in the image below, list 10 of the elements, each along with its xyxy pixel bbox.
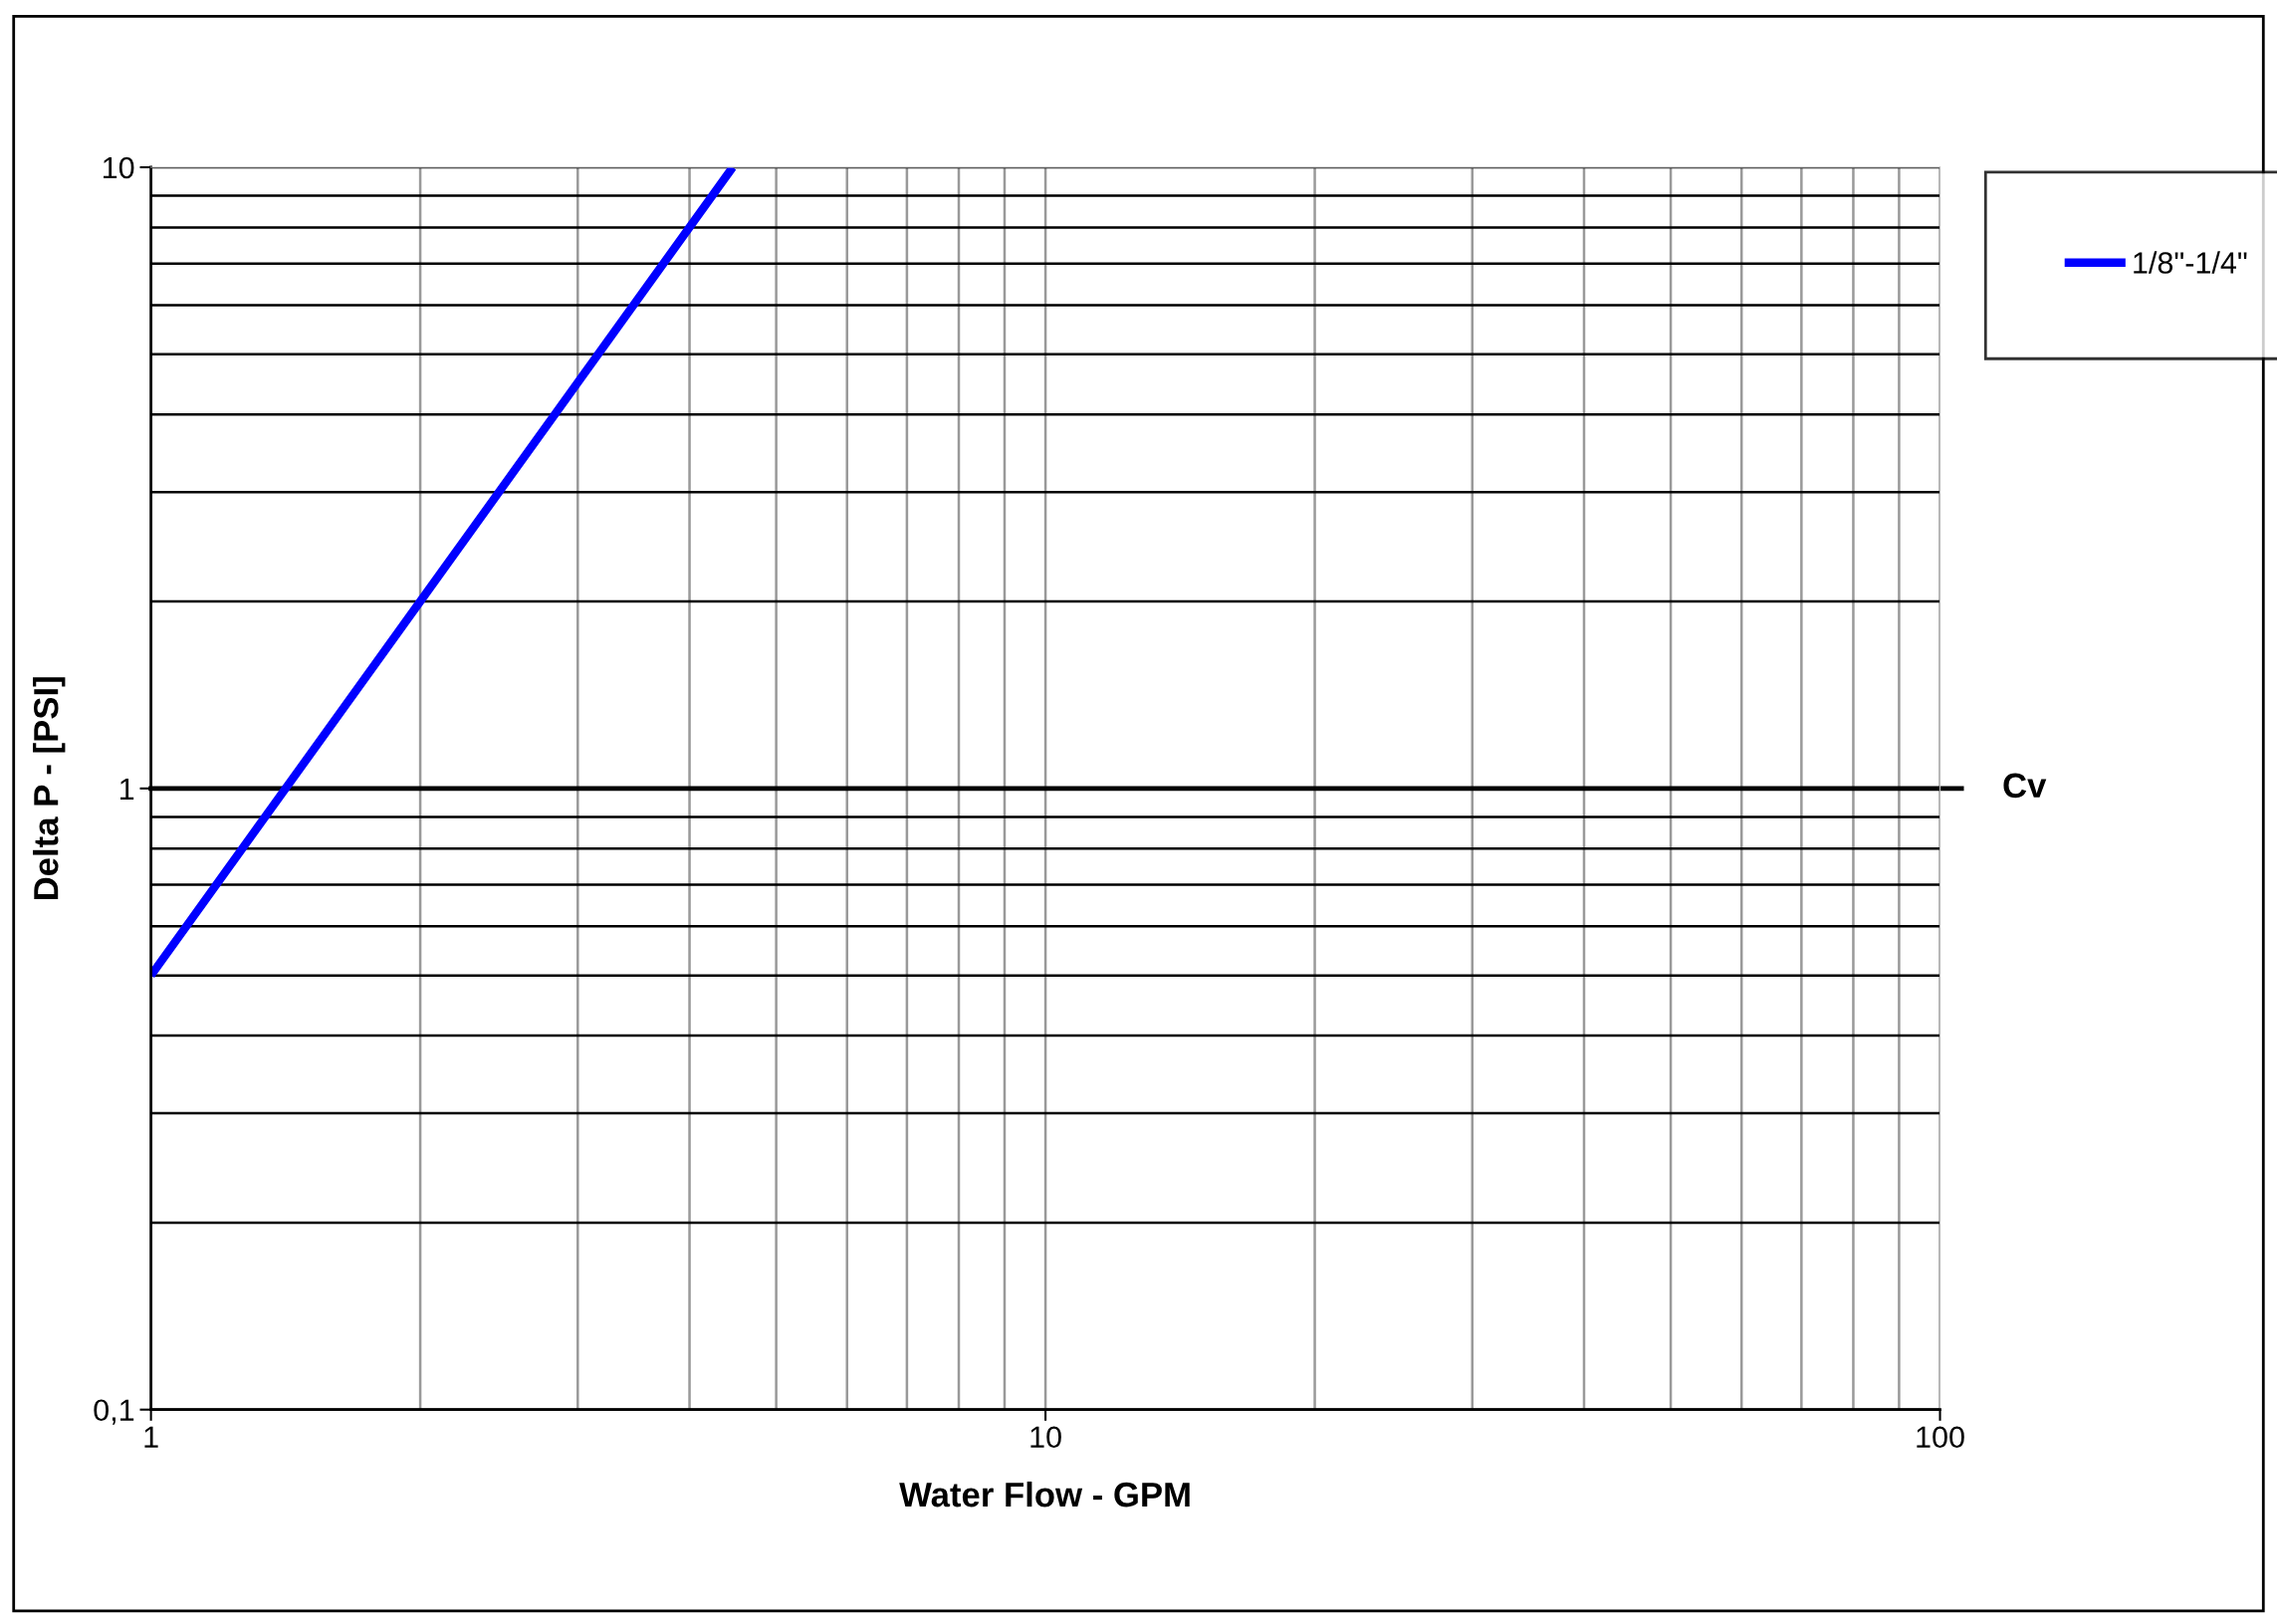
y-tick-label: 1 [119,778,134,800]
legend-label: 1/8"-1/4" [2134,251,2247,274]
y-tick-label: 10 [104,156,134,179]
y-axis-title: Delta P - [PSI] [33,677,66,900]
x-axis-title: Water Flow - GPM [899,1481,1190,1508]
x-tick-label: 1 [144,1426,158,1448]
x-tick-label: 100 [1917,1426,1964,1449]
ref-line-label: Cv [2003,773,2047,799]
y-tick-label: 0,1 [94,1399,134,1425]
x-tick-label: 10 [1030,1426,1061,1449]
